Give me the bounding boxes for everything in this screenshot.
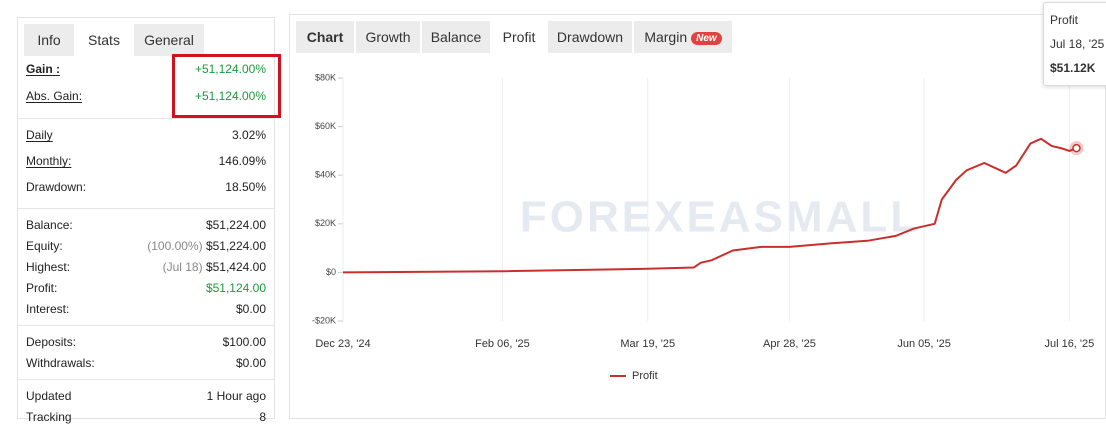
stat-row: Tracking 8	[26, 408, 266, 426]
separator	[18, 118, 274, 119]
stat-row: Equity: (100.00%) $51,224.00	[26, 237, 266, 255]
separator	[18, 379, 274, 380]
stat-value-wrap: $51,124.00	[206, 279, 266, 297]
x-tick-label: Apr 28, '25	[763, 338, 816, 350]
tooltip-date: Jul 18, '25	[1050, 37, 1105, 51]
stat-row: Gain : +51,124.00%	[26, 60, 266, 78]
y-tick-label: $80K	[315, 72, 336, 82]
x-tick-label: Dec 23, '24	[315, 338, 370, 350]
chart-tab[interactable]: Drawdown	[548, 21, 632, 53]
chart-tab[interactable]: Balance	[422, 21, 490, 53]
profit-line	[342, 137, 1077, 274]
new-badge: New	[691, 32, 722, 45]
y-tick-label: -$20K	[312, 315, 336, 325]
stat-value: +51,124.00%	[194, 62, 266, 76]
stat-row: Abs. Gain: +51,124.00%	[26, 87, 266, 105]
stat-value-wrap: $100.00	[223, 333, 266, 351]
y-tick-label: $20K	[315, 218, 336, 228]
stat-label: Deposits:	[26, 335, 77, 349]
stat-label: Daily	[26, 128, 53, 142]
stat-value: 3.02%	[231, 128, 266, 142]
stat-value-wrap: 8	[259, 408, 266, 426]
stat-value-wrap: $0.00	[236, 354, 266, 372]
stat-value: 18.50%	[225, 180, 266, 194]
stat-note: (100.00%)	[147, 239, 203, 253]
tooltip-title: Profit	[1050, 13, 1079, 27]
stat-value: 1 Hour ago	[206, 389, 266, 403]
stat-row: Drawdown: 18.50%	[26, 178, 266, 196]
stat-row: Highest: (Jul 18) $51,424.00	[26, 258, 266, 276]
stat-label: Tracking	[26, 410, 72, 424]
stat-row: Monthly: 146.09%	[26, 152, 266, 170]
stat-value: $51,224.00	[205, 239, 266, 253]
chart-tab[interactable]: Profit	[492, 21, 546, 53]
stat-value-wrap: 146.09%	[219, 152, 266, 170]
stat-row: Withdrawals: $0.00	[26, 354, 266, 372]
stats-panel: Info Stats General Gain : +51,124.00% Abs. Ga…	[17, 17, 281, 424]
tooltip: Profit Jul 18, '25 $51.12K	[1043, 2, 1106, 86]
stat-row: Daily 3.02%	[26, 126, 266, 144]
stat-value-wrap: +51,124.00%	[195, 87, 266, 105]
stat-value-wrap: (100.00%) $51,224.00	[147, 237, 266, 255]
stat-label: Withdrawals:	[26, 356, 95, 370]
stat-value: 8	[259, 410, 266, 424]
highlight-box	[172, 54, 281, 118]
stat-value: $0.00	[235, 356, 266, 370]
x-tick-label: Feb 06, '25	[475, 338, 530, 350]
stat-value-wrap: $0.00	[236, 300, 266, 318]
stat-label: Profit:	[26, 281, 58, 295]
tab[interactable]: Stats	[76, 24, 132, 56]
x-tick-label: Mar 19, '25	[620, 338, 675, 350]
separator	[18, 208, 274, 209]
stat-value: +51,124.00%	[194, 89, 266, 103]
stat-value: $0.00	[235, 302, 266, 316]
x-tick-label: Jun 05, '25	[897, 338, 950, 350]
stat-label: Gain :	[26, 62, 61, 76]
stat-label: Balance:	[26, 218, 73, 232]
chart-tab[interactable]: Growth	[356, 21, 420, 53]
legend-label: Profit	[632, 370, 658, 382]
y-tick-label: $60K	[315, 121, 336, 131]
stat-label: Equity:	[26, 239, 63, 253]
stat-value-wrap: 18.50%	[225, 178, 266, 196]
stat-value-wrap: $51,224.00	[206, 216, 266, 234]
stat-value: $51,224.00	[205, 218, 266, 232]
tab[interactable]: General	[134, 24, 204, 56]
stat-label: Interest:	[26, 302, 70, 316]
stat-row: Deposits: $100.00	[26, 333, 266, 351]
chart-panel: Chart Growth Balance Profit Drawdown Margin Ne…	[289, 14, 1106, 419]
separator	[18, 325, 274, 326]
stat-label: Drawdown:	[26, 180, 87, 194]
chart-tab[interactable]: Chart	[296, 21, 354, 53]
stat-value-wrap: 3.02%	[232, 126, 266, 144]
stat-row: Profit: $51,124.00	[26, 279, 266, 297]
stat-value: $51,124.00	[205, 281, 266, 295]
hover-point	[1072, 143, 1081, 153]
y-tick-label: $0	[326, 267, 336, 277]
stat-row: Balance: $51,224.00	[26, 216, 266, 234]
stat-value-wrap: (Jul 18) $51,424.00	[163, 258, 266, 276]
watermark: FOREXEASMALL	[520, 193, 920, 242]
stat-value-wrap: +51,124.00%	[195, 60, 266, 78]
stat-note: (Jul 18)	[162, 260, 203, 274]
stat-label: Monthly:	[26, 154, 72, 168]
tooltip-value: $51.12K	[1050, 61, 1096, 75]
stat-value: $51,424.00	[205, 260, 266, 274]
stat-row: Interest: $0.00	[26, 300, 266, 318]
stat-label: Highest:	[26, 260, 71, 274]
stat-label: Updated	[26, 389, 72, 403]
stat-row: Updated 1 Hour ago	[26, 387, 266, 405]
y-tick-label: $40K	[315, 170, 336, 180]
stat-label: Abs. Gain:	[26, 89, 83, 103]
tab[interactable]: Info	[24, 24, 74, 56]
x-tick-label: Jul 16, '25	[1044, 338, 1094, 350]
chart-tab[interactable]: Margin New	[634, 21, 732, 53]
stat-value: $100.00	[222, 335, 266, 349]
stat-value: 146.09%	[218, 154, 266, 168]
stat-value-wrap: 1 Hour ago	[207, 387, 266, 405]
